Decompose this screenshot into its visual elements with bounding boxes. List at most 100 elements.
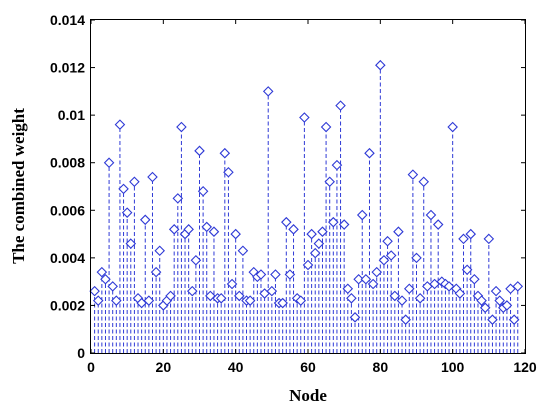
data-point-marker	[501, 300, 513, 311]
data-point-marker	[328, 216, 339, 228]
data-point-marker	[317, 226, 328, 237]
data-point-marker	[494, 295, 505, 306]
data-point-marker	[103, 157, 115, 168]
data-point-marker	[389, 290, 401, 302]
data-point-marker	[458, 233, 469, 245]
data-point-marker	[154, 245, 165, 256]
data-point-marker	[186, 285, 198, 297]
data-point-marker	[479, 302, 491, 314]
data-point-marker	[476, 295, 487, 306]
data-point-marker	[215, 293, 227, 304]
data-point-marker	[277, 297, 288, 309]
y-tick-label: 0.014	[50, 12, 85, 28]
x-tick-label: 100	[441, 359, 465, 375]
y-tick-label: 0.01	[58, 107, 85, 123]
y-tick-label: 0.002	[50, 297, 85, 313]
data-point-marker	[360, 273, 372, 285]
data-point-marker	[425, 209, 437, 221]
data-point-marker	[403, 283, 415, 295]
data-point-marker	[508, 314, 520, 325]
data-point-marker	[125, 238, 137, 249]
data-point-marker	[299, 112, 310, 123]
data-point-marker	[281, 216, 292, 228]
data-point-marker	[201, 221, 213, 233]
data-point-marker	[378, 254, 390, 266]
x-tick-label: 20	[156, 359, 172, 375]
data-point-marker	[295, 295, 307, 306]
data-point-marker	[338, 219, 350, 230]
x-axis: 0 20 40 60 80 100 120	[87, 20, 537, 375]
data-point-marker	[320, 121, 332, 133]
x-tick-label: 60	[300, 359, 316, 375]
data-point-marker	[487, 314, 498, 325]
data-point-marker	[324, 176, 335, 188]
data-point-marker	[284, 269, 296, 280]
data-point-marker	[353, 273, 364, 285]
data-point-marker	[512, 281, 524, 292]
data-point-marker	[342, 283, 354, 295]
data-point-marker	[346, 293, 357, 304]
y-tick-label: 0.008	[50, 155, 85, 171]
data-point-marker	[114, 119, 126, 130]
y-axis: 0 0.002 0.004 0.006 0.008 0.01 0.012 0.014	[50, 12, 525, 361]
y-tick-label: 0.004	[50, 250, 85, 266]
data-point-marker	[465, 228, 477, 240]
data-point-marker	[266, 285, 278, 297]
data-point-marker	[335, 100, 346, 111]
data-point-marker	[234, 290, 245, 302]
data-point-marker	[150, 266, 162, 278]
data-point-marker	[129, 176, 140, 188]
markers-layer	[89, 59, 524, 325]
data-point-marker	[223, 166, 234, 178]
data-point-marker	[469, 273, 480, 285]
data-point-marker	[385, 250, 397, 261]
data-point-marker	[270, 269, 281, 280]
data-point-marker	[208, 226, 220, 237]
x-tick-label: 80	[373, 359, 389, 375]
data-point-marker	[375, 59, 386, 71]
data-point-marker	[107, 281, 118, 292]
x-tick-label: 40	[228, 359, 244, 375]
data-point-marker	[411, 252, 422, 264]
data-point-marker	[262, 86, 274, 97]
data-point-marker	[382, 235, 393, 247]
data-point-marker	[302, 259, 314, 271]
data-point-marker	[418, 176, 430, 188]
data-point-marker	[139, 214, 151, 226]
data-point-marker	[407, 169, 419, 180]
data-point-marker	[100, 273, 111, 285]
data-point-marker	[364, 147, 375, 159]
data-point-marker	[230, 228, 241, 240]
x-tick-label: 120	[513, 359, 537, 375]
data-point-marker	[396, 295, 408, 306]
data-point-marker	[454, 288, 466, 299]
data-point-marker	[96, 266, 108, 278]
y-axis-title: The combined weight	[9, 108, 28, 264]
data-point-marker	[147, 171, 158, 183]
data-point-marker	[176, 121, 187, 133]
data-point-marker	[244, 295, 256, 306]
data-point-marker	[349, 312, 361, 323]
data-point-marker	[168, 224, 180, 235]
data-point-marker	[356, 209, 368, 221]
x-tick-label: 0	[87, 359, 95, 375]
data-point-marker	[483, 233, 495, 245]
data-point-marker	[490, 285, 502, 297]
data-point-marker	[183, 224, 194, 235]
data-point-marker	[400, 314, 411, 325]
data-point-marker	[143, 295, 155, 306]
data-point-marker	[288, 224, 299, 235]
y-tick-label: 0.006	[50, 202, 85, 218]
data-point-marker	[255, 269, 267, 280]
data-point-marker	[190, 254, 202, 266]
x-axis-title: Node	[289, 386, 327, 405]
data-point-marker	[461, 264, 473, 276]
data-point-marker	[111, 295, 122, 306]
data-point-marker	[309, 247, 321, 259]
data-point-marker	[432, 219, 444, 230]
data-point-marker	[92, 295, 104, 306]
data-point-marker	[313, 238, 325, 249]
data-point-marker	[393, 226, 404, 237]
data-point-marker	[331, 159, 343, 171]
